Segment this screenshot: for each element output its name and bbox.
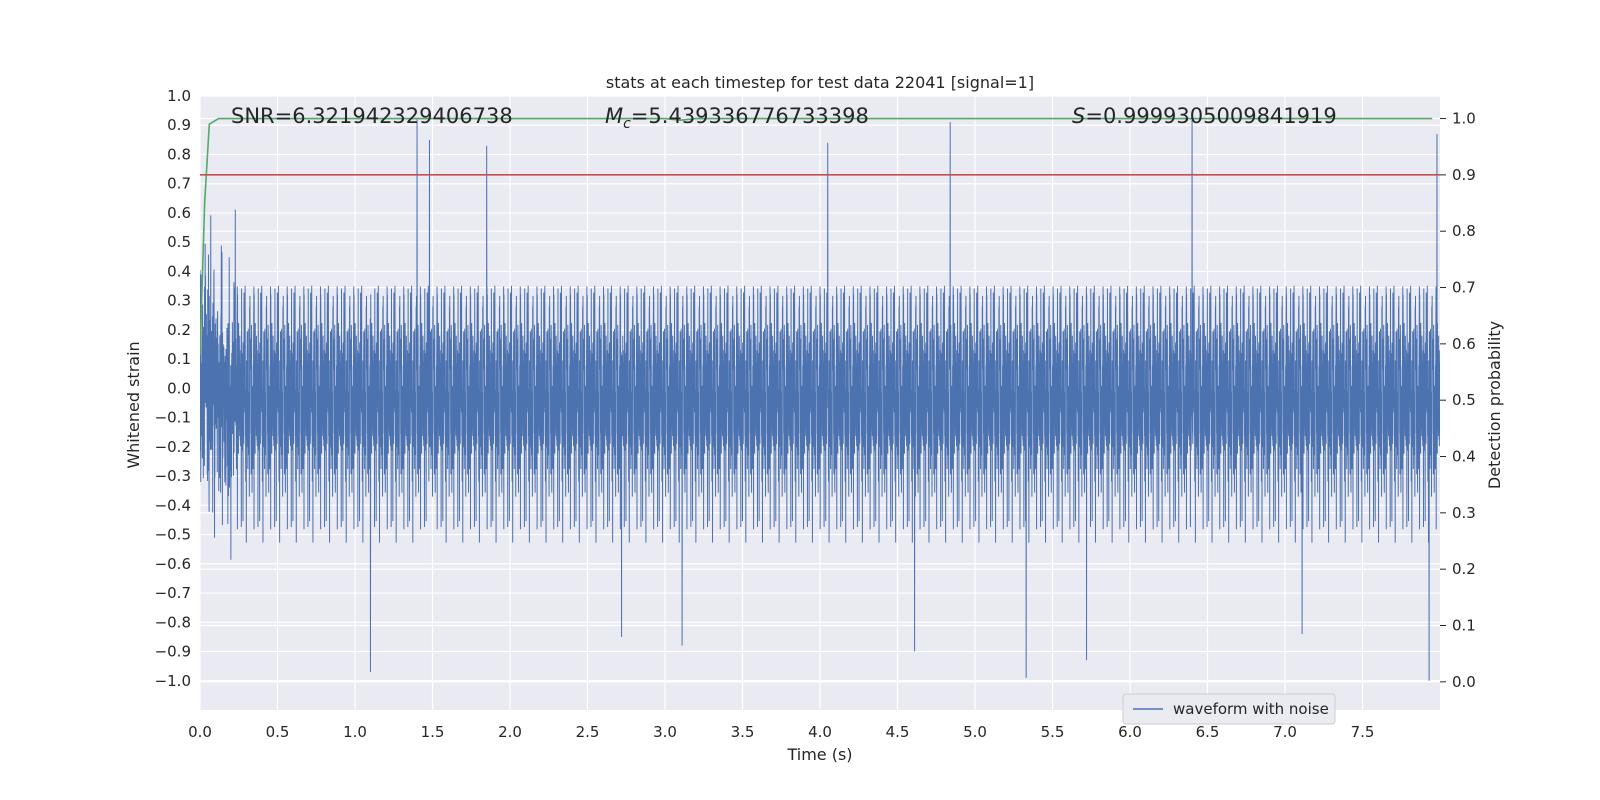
- y-tick-label: 0.3: [167, 292, 191, 310]
- y2-tick-label: 0.3: [1452, 504, 1476, 522]
- y-tick-label: −1.0: [155, 672, 191, 690]
- x-tick-label: 7.5: [1351, 723, 1375, 741]
- chirp-mass-annotation: Mc=5.439336776733398: [605, 104, 869, 132]
- chirp-mass-value: =5.439336776733398: [631, 104, 869, 128]
- x-tick-label: 5.0: [963, 723, 987, 741]
- y-tick-label: 0.6: [167, 204, 191, 222]
- y-tick-label: −0.5: [155, 526, 191, 544]
- x-tick-label: 6.5: [1196, 723, 1220, 741]
- x-tick-label: 0.5: [266, 723, 290, 741]
- y2-tick-label: 0.7: [1452, 279, 1476, 297]
- legend: waveform with noise: [1122, 693, 1336, 725]
- legend-box: [1122, 693, 1336, 725]
- y-tick-label: −0.3: [155, 467, 191, 485]
- y2-tick-label: 0.8: [1452, 222, 1476, 240]
- y-tick-label: −0.9: [155, 643, 191, 661]
- x-tick-label: 3.5: [731, 723, 755, 741]
- y2-tick-label: 0.9: [1452, 166, 1476, 184]
- y2-tick-label: 0.1: [1452, 617, 1476, 635]
- y2-tick-label: 0.2: [1452, 560, 1476, 578]
- y-axis-label: Whitened strain: [124, 341, 143, 468]
- x-tick-label: 0.0: [188, 723, 212, 741]
- y-tick-label: 0.0: [167, 379, 191, 397]
- x-tick-label: 7.0: [1273, 723, 1297, 741]
- y-tick-label: 0.4: [167, 262, 191, 280]
- chirp-mass-subscript: c: [623, 116, 631, 132]
- y-tick-label: 0.8: [167, 145, 191, 163]
- snr-annotation: SNR=6.321942329406738: [231, 104, 513, 128]
- y-tick-label: 0.9: [167, 116, 191, 134]
- y-tick-label: 1.0: [167, 87, 191, 105]
- chart-title: stats at each timestep for test data 220…: [606, 73, 1034, 92]
- y-axis-ticks: 1.0 0.9 0.8 0.7 0.6 0.5 0.4 0.3 0.2 0.1 0.0 −0.1 −0.…: [155, 87, 191, 690]
- y2-tick-label: 0.4: [1452, 448, 1476, 466]
- y2-tick-label: 0.5: [1452, 391, 1476, 409]
- x-tick-label: 4.5: [886, 723, 910, 741]
- x-tick-label: 2.5: [576, 723, 600, 741]
- y-tick-label: 0.1: [167, 350, 191, 368]
- x-tick-label: 5.5: [1041, 723, 1065, 741]
- y-tick-label: 0.5: [167, 233, 191, 251]
- x-tick-label: 1.0: [343, 723, 367, 741]
- y2-tick-label: 0.0: [1452, 673, 1476, 691]
- waveform-line: [200, 119, 1440, 681]
- y2-tick-label: 1.0: [1452, 110, 1476, 128]
- y-tick-label: −0.7: [155, 584, 191, 602]
- y-tick-label: −0.8: [155, 613, 191, 631]
- x-tick-label: 3.0: [653, 723, 677, 741]
- chirp-mass-symbol: M: [605, 104, 623, 128]
- y-tick-label: −0.1: [155, 409, 191, 427]
- spin-symbol: S: [1072, 104, 1085, 128]
- x-tick-label: 6.0: [1118, 723, 1142, 741]
- x-axis-label: Time (s): [786, 745, 852, 764]
- y2-axis-ticks: 1.0 0.9 0.8 0.7 0.6 0.5 0.4 0.3 0.2 0.1 0.0: [1440, 110, 1476, 691]
- x-tick-label: 4.0: [808, 723, 832, 741]
- y-tick-label: 0.2: [167, 321, 191, 339]
- legend-label: waveform with noise: [1173, 700, 1329, 718]
- x-axis-ticks: 0.0 0.5 1.0 1.5 2.0 2.5 3.0 3.5 4.0 4.5 5.0 5.5 6.0 6…: [188, 723, 1374, 741]
- y2-tick-label: 0.6: [1452, 335, 1476, 353]
- y-tick-label: −0.2: [155, 438, 191, 456]
- x-tick-label: 2.0: [498, 723, 522, 741]
- y-tick-label: −0.6: [155, 555, 191, 573]
- spin-annotation: S=0.9999305009841919: [1072, 104, 1337, 128]
- detection-probability-line: [200, 117, 1433, 356]
- y2-axis-label: Detection probability: [1485, 321, 1504, 489]
- x-tick-label: 1.5: [421, 723, 445, 741]
- y-tick-label: −0.4: [155, 496, 191, 514]
- y-tick-label: 0.7: [167, 175, 191, 193]
- spin-value: =0.9999305009841919: [1085, 104, 1336, 128]
